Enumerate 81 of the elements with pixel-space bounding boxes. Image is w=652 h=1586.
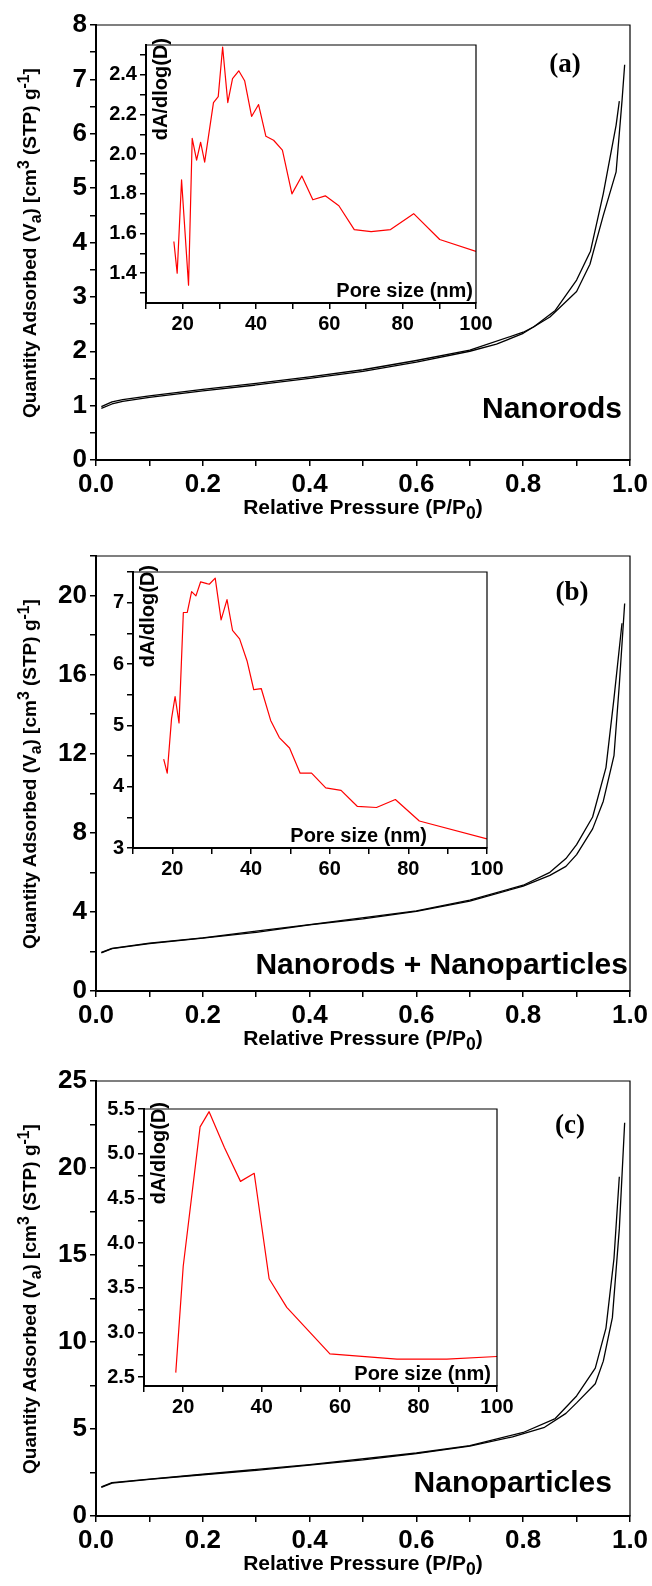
x-tick-label: 0.4 — [291, 998, 329, 1029]
y-tick-label: 7 — [72, 62, 87, 93]
y-tick-label: 6 — [112, 651, 124, 674]
x-tick-label: 0.8 — [505, 467, 542, 498]
x-tick-label: 80 — [397, 856, 420, 879]
y-tick-label: 1 — [72, 388, 87, 419]
x-tick-label: 1.0 — [611, 998, 649, 1029]
y-tick-label: 12 — [58, 736, 87, 767]
x-tick-label: 1.0 — [611, 467, 649, 498]
annotation: Nanorods + Nanoparticles — [255, 947, 628, 981]
x-tick-label: 0.2 — [184, 1523, 221, 1554]
x-axis-title: Pore size (nm) — [290, 824, 427, 846]
x-tick-label: 0.8 — [505, 1523, 542, 1554]
x-tick-label: 40 — [250, 1394, 273, 1417]
y-tick-label: 3.0 — [107, 1319, 135, 1342]
y-tick-label: 20 — [58, 1151, 87, 1182]
x-tick-label: 20 — [161, 856, 184, 879]
y-tick-label: 3.5 — [107, 1275, 135, 1298]
x-tick-label: 0.6 — [398, 1523, 435, 1554]
y-axis-title: dA/dlog(D) — [149, 38, 171, 141]
y-tick-label: 1.8 — [109, 181, 137, 204]
x-axis-title: Relative Pressure (P/P$_{0}$) — [243, 495, 483, 524]
y-tick-label: 16 — [58, 657, 87, 688]
x-tick-label: 80 — [391, 311, 414, 334]
x-tick-label: 60 — [318, 311, 341, 334]
x-tick-label: 1.0 — [611, 1523, 649, 1554]
x-tick-label: 40 — [244, 311, 268, 334]
x-axis-title: Pore size (nm) — [336, 279, 473, 301]
y-tick-label: 1.4 — [109, 260, 138, 283]
x-tick-label: 40 — [239, 856, 263, 879]
y-tick-label: 15 — [58, 1238, 87, 1269]
y-tick-label: 5 — [72, 1412, 87, 1443]
x-tick-label: 0.2 — [184, 998, 221, 1029]
y-tick-label: 5 — [72, 171, 87, 202]
x-tick-label: 0.6 — [398, 998, 435, 1029]
x-axis-title: Relative Pressure (P/P$_{0}$) — [243, 1551, 483, 1580]
y-tick-label: 4.5 — [107, 1185, 135, 1208]
annotation: (a) — [549, 47, 581, 78]
y-axis-title: dA/dlog(D) — [147, 1102, 169, 1205]
y-tick-label: 5.5 — [107, 1096, 135, 1119]
y-tick-label: 8 — [72, 8, 87, 39]
y-tick-label: 4 — [72, 225, 88, 256]
annotation: (b) — [555, 575, 589, 606]
y-tick-label: 20 — [58, 578, 87, 609]
y-tick-label: 10 — [58, 1325, 87, 1356]
y-tick-label: 2.4 — [109, 62, 138, 85]
y-tick-label: 6 — [72, 116, 87, 147]
y-tick-label: 4 — [112, 774, 125, 797]
x-tick-label: 0.6 — [398, 467, 435, 498]
x-tick-label: 0.4 — [291, 1523, 329, 1554]
x-tick-label: 60 — [318, 856, 341, 879]
annotation: (c) — [555, 1108, 585, 1139]
x-tick-label: 20 — [171, 311, 194, 334]
x-tick-label: 100 — [459, 311, 493, 334]
y-tick-label: 4.0 — [107, 1230, 135, 1253]
x-tick-label: 100 — [470, 856, 504, 879]
annotation: Nanoparticles — [413, 1465, 612, 1499]
y-tick-label: 3 — [72, 280, 87, 311]
y-axis-title: dA/dlog(D) — [136, 565, 158, 668]
y-tick-label: 8 — [72, 815, 87, 846]
y-tick-label: 5 — [112, 712, 124, 735]
y-tick-label: 2 — [72, 334, 87, 365]
y-tick-label: 7 — [112, 590, 124, 613]
y-tick-label: 25 — [58, 1064, 87, 1095]
x-axis-title: Relative Pressure (P/P$_{0}$) — [243, 1026, 483, 1055]
annotation: Nanorods — [481, 391, 622, 425]
x-tick-label: 0.8 — [505, 998, 542, 1029]
x-tick-label: 20 — [172, 1394, 195, 1417]
y-tick-label: 2.5 — [107, 1364, 135, 1387]
x-tick-label: 80 — [407, 1394, 430, 1417]
x-tick-label: 0.4 — [291, 467, 329, 498]
x-tick-label: 100 — [480, 1394, 514, 1417]
y-tick-label: 2.2 — [109, 101, 137, 124]
x-axis-title: Pore size (nm) — [354, 1362, 491, 1384]
x-tick-label: 0.2 — [184, 467, 221, 498]
x-tick-label: 60 — [328, 1394, 352, 1417]
y-tick-label: 4 — [72, 895, 88, 926]
y-tick-label: 1.6 — [109, 221, 137, 244]
y-tick-label: 5.0 — [107, 1141, 135, 1164]
y-tick-label: 2.0 — [109, 141, 137, 164]
y-tick-label: 3 — [112, 835, 124, 858]
